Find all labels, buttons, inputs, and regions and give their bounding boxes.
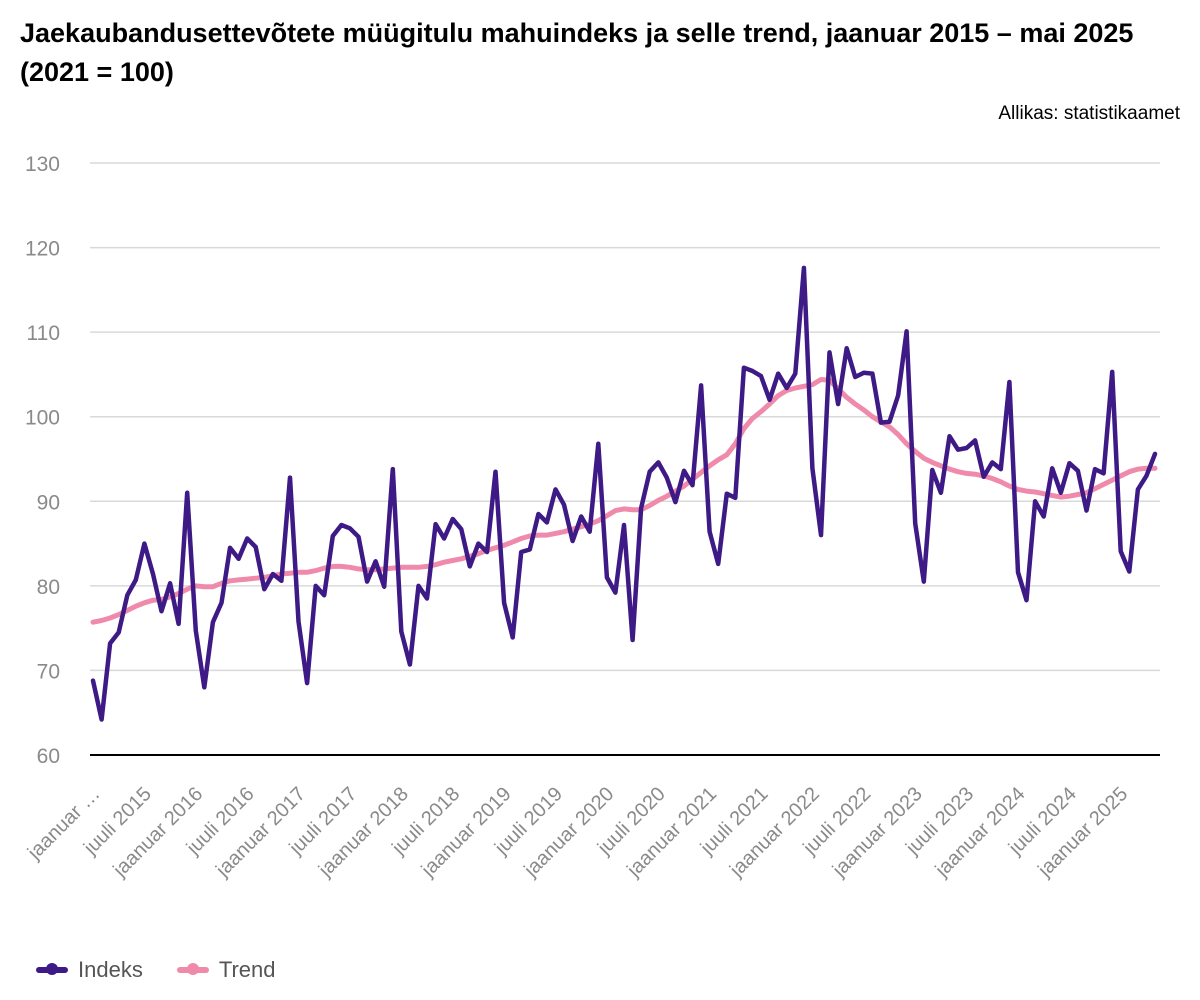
source-note: Allikas: statistikaamet: [998, 103, 1180, 124]
y-tick-label: 70: [37, 660, 60, 683]
x-tick-label: jaanuar 2025: [1033, 783, 1132, 882]
legend-swatch-indeks: [36, 963, 68, 975]
legend-item-indeks[interactable]: Indeks: [36, 957, 143, 983]
y-tick-label: 120: [25, 238, 60, 261]
y-tick-label: 90: [37, 491, 60, 514]
chart-title: Jaekaubandusettevõtete müügitulu mahuind…: [20, 18, 1134, 87]
legend-item-trend[interactable]: Trend: [176, 957, 276, 983]
y-tick-label: 80: [37, 576, 60, 599]
legend-label-indeks: Indeks: [78, 957, 143, 982]
legend-swatch-trend: [176, 963, 209, 975]
y-tick-label: 130: [25, 153, 60, 176]
series-lines: [90, 265, 1158, 722]
legend-label-trend: Trend: [218, 957, 276, 982]
y-tick-label: 60: [37, 745, 60, 768]
y-tick-label: 110: [27, 322, 60, 345]
legend: Indeks Trend: [36, 957, 275, 983]
y-tick-label: 100: [25, 407, 60, 430]
series-line-indeks[interactable]: [90, 265, 1158, 722]
grid-lines: [90, 162, 1160, 756]
y-axis-ticks: 60 70 80 90 100 110 120 130: [25, 153, 60, 768]
